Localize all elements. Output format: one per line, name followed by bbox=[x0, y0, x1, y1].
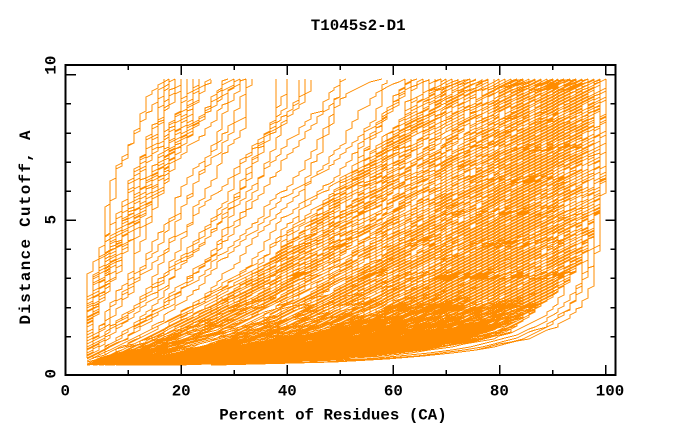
svg-text:0: 0 bbox=[42, 369, 60, 378]
svg-text:Distance Cutoff, A: Distance Cutoff, A bbox=[17, 130, 35, 325]
svg-text:Percent of Residues (CA): Percent of Residues (CA) bbox=[219, 407, 447, 425]
svg-text:40: 40 bbox=[278, 382, 297, 400]
svg-text:0: 0 bbox=[61, 382, 70, 400]
svg-text:100: 100 bbox=[596, 382, 624, 400]
svg-text:60: 60 bbox=[384, 382, 403, 400]
svg-text:5: 5 bbox=[42, 215, 60, 224]
svg-text:10: 10 bbox=[42, 56, 60, 75]
svg-text:20: 20 bbox=[172, 382, 191, 400]
svg-text:80: 80 bbox=[490, 382, 509, 400]
svg-text:T1045s2-D1: T1045s2-D1 bbox=[311, 17, 406, 35]
